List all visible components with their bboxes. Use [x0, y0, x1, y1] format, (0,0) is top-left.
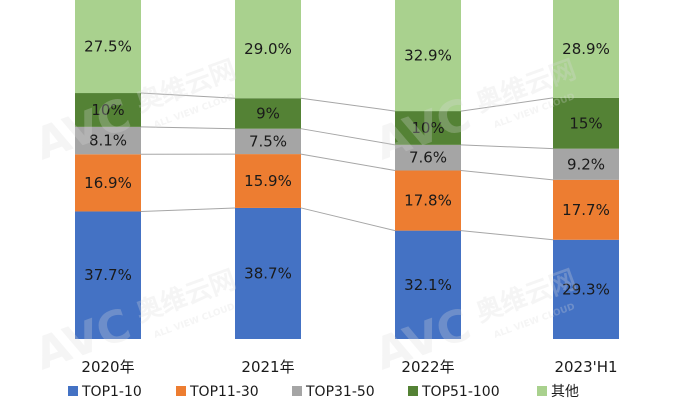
- bar-segment: [553, 148, 619, 180]
- bar-segment: [553, 0, 619, 98]
- category-label: 2022年: [401, 358, 454, 376]
- data-label: 15.9%: [244, 172, 292, 190]
- legend-swatch: [408, 386, 418, 396]
- series-line: [140, 207, 236, 212]
- legend-label: 其他: [551, 384, 579, 400]
- bar-segment: [395, 230, 461, 339]
- data-label: 32.9%: [404, 47, 452, 65]
- legend-label: TOP31-50: [305, 384, 375, 400]
- bar-segment: [553, 179, 619, 240]
- bar-segment: [395, 170, 461, 231]
- category-label: 2023'H1: [554, 358, 617, 376]
- legend: TOP1-10 TOP11-30 TOP31-50 TOP51-100 其他: [68, 384, 579, 400]
- legend-item: TOP1-10: [68, 384, 142, 400]
- data-label: 7.6%: [409, 149, 447, 167]
- data-label: 9%: [256, 104, 280, 122]
- bars-layer: [75, 0, 619, 339]
- legend-swatch: [292, 386, 302, 396]
- category-axis-labels: 2020年 2021年 2022年 2023'H1: [81, 358, 617, 376]
- legend-item: TOP51-100: [408, 384, 500, 400]
- data-label: 38.7%: [244, 264, 292, 282]
- series-line: [460, 97, 554, 112]
- legend-item: TOP11-30: [176, 384, 259, 400]
- data-labels-layer: 37.7% 16.9% 8.1% 10% 27.5% 38.7% 15.9% 7.5% 9% 29…: [84, 38, 610, 299]
- series-line: [460, 144, 554, 150]
- bar-segment: [235, 207, 301, 339]
- data-label: 17.7%: [562, 201, 610, 219]
- series-line: [300, 128, 396, 146]
- data-label: 7.5%: [249, 132, 287, 150]
- legend-label: TOP1-10: [81, 384, 142, 400]
- legend-label: TOP11-30: [189, 384, 259, 400]
- data-label: 9.2%: [567, 155, 605, 173]
- data-label: 15%: [569, 114, 602, 132]
- legend-swatch: [68, 386, 78, 396]
- bar-segment: [395, 0, 461, 112]
- data-label: 16.9%: [84, 174, 132, 192]
- series-line: [460, 170, 554, 181]
- series-line: [300, 97, 396, 112]
- bar-segment: [235, 98, 301, 129]
- legend-swatch: [537, 386, 547, 396]
- data-label: 10%: [411, 119, 444, 137]
- category-label: 2021年: [241, 358, 294, 376]
- bar-segment: [75, 126, 141, 155]
- bar-segment: [395, 111, 461, 145]
- bar-segment: [75, 211, 141, 339]
- bar-segment: [75, 154, 141, 212]
- data-label: 28.9%: [562, 40, 610, 58]
- data-label: 10%: [91, 101, 124, 119]
- legend-item: TOP31-50: [292, 384, 375, 400]
- data-label: 17.8%: [404, 192, 452, 210]
- bar-segment: [395, 144, 461, 171]
- bar-segment: [553, 239, 619, 339]
- data-label: 32.1%: [404, 276, 452, 294]
- series-line: [140, 126, 236, 130]
- bar-segment: [235, 154, 301, 208]
- data-label: 8.1%: [89, 132, 127, 150]
- bar-segment: [75, 93, 141, 127]
- data-label: 29.0%: [244, 40, 292, 58]
- series-line: [460, 230, 554, 241]
- bar-segment: [235, 128, 301, 155]
- series-line: [300, 207, 396, 232]
- series-line: [140, 92, 236, 99]
- data-label: 27.5%: [84, 38, 132, 56]
- data-label: 37.7%: [84, 266, 132, 284]
- bar-segment: [75, 0, 141, 94]
- legend-item: 其他: [537, 384, 579, 400]
- bar-segment: [235, 0, 301, 99]
- series-lines-layer: [140, 92, 554, 241]
- legend-label: TOP51-100: [421, 384, 500, 400]
- bar-segment: [553, 97, 619, 149]
- legend-swatch: [176, 386, 186, 396]
- data-label: 29.3%: [562, 280, 610, 298]
- category-label: 2020年: [81, 358, 134, 376]
- series-line: [300, 153, 396, 172]
